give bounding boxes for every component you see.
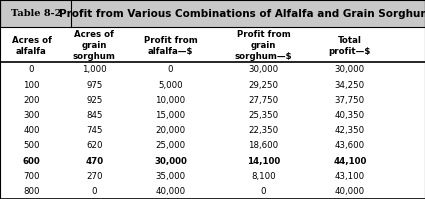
Text: 470: 470	[85, 157, 103, 166]
Text: 25,350: 25,350	[249, 111, 278, 120]
Text: 20,000: 20,000	[156, 126, 185, 135]
Text: 100: 100	[23, 81, 40, 90]
Text: 5,000: 5,000	[158, 81, 183, 90]
Text: 44,100: 44,100	[333, 157, 366, 166]
Text: 700: 700	[23, 172, 40, 181]
Text: 29,250: 29,250	[249, 81, 278, 90]
Text: Table 8-2: Table 8-2	[11, 9, 61, 18]
Text: 37,750: 37,750	[335, 96, 365, 105]
Text: Total
profit—$: Total profit—$	[329, 35, 371, 56]
Text: 270: 270	[86, 172, 102, 181]
Text: Acres of
alfalfa: Acres of alfalfa	[11, 35, 51, 56]
Text: 40,350: 40,350	[335, 111, 365, 120]
Text: 800: 800	[23, 187, 40, 196]
Text: 745: 745	[86, 126, 102, 135]
Text: 42,350: 42,350	[335, 126, 365, 135]
Text: 43,600: 43,600	[335, 141, 365, 150]
Text: 300: 300	[23, 111, 40, 120]
Text: 0: 0	[92, 187, 97, 196]
Text: 1,000: 1,000	[82, 65, 107, 74]
Text: 35,000: 35,000	[156, 172, 185, 181]
Bar	[0, 27, 425, 62]
Text: 40,000: 40,000	[335, 187, 365, 196]
Text: 34,250: 34,250	[335, 81, 365, 90]
Text: Profit from Various Combinations of Alfalfa and Grain Sorghum*: Profit from Various Combinations of Alfa…	[60, 9, 425, 19]
Text: 43,100: 43,100	[335, 172, 365, 181]
Text: 14,100: 14,100	[247, 157, 280, 166]
Text: 8,100: 8,100	[251, 172, 276, 181]
Text: 975: 975	[86, 81, 102, 90]
Text: 30,000: 30,000	[154, 157, 187, 166]
Text: Profit from
grain
sorghum—$: Profit from grain sorghum—$	[235, 30, 292, 61]
Text: 845: 845	[86, 111, 102, 120]
Text: 0: 0	[168, 65, 173, 74]
Text: 25,000: 25,000	[156, 141, 185, 150]
Text: 30,000: 30,000	[249, 65, 278, 74]
Text: 22,350: 22,350	[249, 126, 278, 135]
Text: 925: 925	[86, 96, 102, 105]
Text: 40,000: 40,000	[156, 187, 185, 196]
Text: 500: 500	[23, 141, 40, 150]
Text: 0: 0	[261, 187, 266, 196]
Text: 400: 400	[23, 126, 40, 135]
Text: Profit from
alfalfa—$: Profit from alfalfa—$	[144, 35, 197, 56]
Text: 18,600: 18,600	[249, 141, 278, 150]
Text: 30,000: 30,000	[335, 65, 365, 74]
Text: 0: 0	[29, 65, 34, 74]
Bar	[0, 0, 425, 27]
Text: 27,750: 27,750	[249, 96, 278, 105]
Text: 620: 620	[86, 141, 102, 150]
Text: 200: 200	[23, 96, 40, 105]
Text: 10,000: 10,000	[156, 96, 185, 105]
Text: 15,000: 15,000	[156, 111, 185, 120]
Text: Acres of
grain
sorghum: Acres of grain sorghum	[73, 30, 116, 61]
Text: 600: 600	[23, 157, 40, 166]
